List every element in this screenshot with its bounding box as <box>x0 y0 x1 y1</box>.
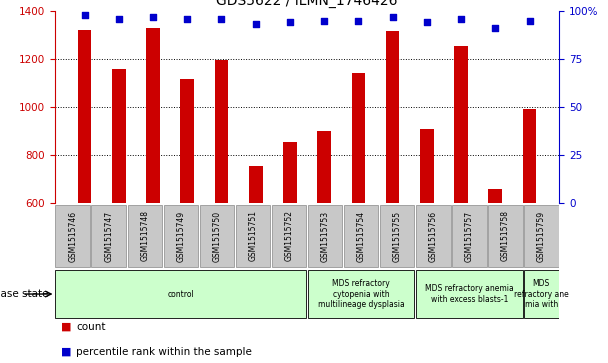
Bar <box>146 28 160 203</box>
FancyBboxPatch shape <box>164 205 198 267</box>
Text: GSM1515759: GSM1515759 <box>537 211 546 261</box>
Bar <box>112 69 126 203</box>
Point <box>148 14 158 20</box>
Bar <box>317 131 331 203</box>
Text: GSM1515747: GSM1515747 <box>105 211 113 261</box>
Point <box>491 25 500 31</box>
Point <box>114 16 123 21</box>
FancyBboxPatch shape <box>236 205 271 267</box>
Bar <box>454 46 468 203</box>
Text: percentile rank within the sample: percentile rank within the sample <box>76 347 252 357</box>
FancyBboxPatch shape <box>272 205 306 267</box>
Point <box>319 17 329 23</box>
FancyBboxPatch shape <box>524 205 559 267</box>
Point <box>182 16 192 21</box>
Text: GSM1515746: GSM1515746 <box>68 211 77 261</box>
FancyBboxPatch shape <box>524 270 559 318</box>
Point <box>285 20 295 25</box>
Point <box>216 16 226 21</box>
Text: MDS refractory anemia
with excess blasts-1: MDS refractory anemia with excess blasts… <box>425 284 514 304</box>
Point <box>388 14 398 20</box>
FancyBboxPatch shape <box>380 205 415 267</box>
Point <box>456 16 466 21</box>
Title: GDS5622 / ILMN_1746426: GDS5622 / ILMN_1746426 <box>216 0 398 8</box>
Text: GSM1515752: GSM1515752 <box>285 211 294 261</box>
FancyBboxPatch shape <box>55 270 306 318</box>
Text: MDS refractory
cytopenia with
multilineage dysplasia: MDS refractory cytopenia with multilinea… <box>318 279 404 309</box>
Bar <box>215 60 228 203</box>
Point <box>525 17 534 23</box>
FancyBboxPatch shape <box>416 270 523 318</box>
FancyBboxPatch shape <box>488 205 523 267</box>
Text: count: count <box>76 322 106 332</box>
FancyBboxPatch shape <box>344 205 378 267</box>
Point <box>353 17 363 23</box>
Point <box>80 12 89 18</box>
Point <box>251 21 261 27</box>
Point <box>422 20 432 25</box>
Bar <box>78 30 91 203</box>
FancyBboxPatch shape <box>91 205 126 267</box>
Text: GSM1515758: GSM1515758 <box>501 211 510 261</box>
Bar <box>181 79 194 203</box>
Bar <box>249 166 263 203</box>
FancyBboxPatch shape <box>416 205 451 267</box>
Text: MDS
refractory ane
mia with: MDS refractory ane mia with <box>514 279 568 309</box>
Bar <box>351 73 365 203</box>
Text: GSM1515751: GSM1515751 <box>249 211 257 261</box>
Text: GSM1515755: GSM1515755 <box>393 211 402 261</box>
FancyBboxPatch shape <box>55 205 90 267</box>
Text: ■: ■ <box>61 322 71 332</box>
Text: GSM1515756: GSM1515756 <box>429 211 438 261</box>
Bar <box>488 189 502 203</box>
Bar <box>283 142 297 203</box>
FancyBboxPatch shape <box>308 270 415 318</box>
Text: ■: ■ <box>61 347 71 357</box>
FancyBboxPatch shape <box>199 205 234 267</box>
Bar <box>386 31 399 203</box>
FancyBboxPatch shape <box>452 205 486 267</box>
Text: GSM1515749: GSM1515749 <box>176 211 185 261</box>
FancyBboxPatch shape <box>128 205 162 267</box>
Text: GSM1515757: GSM1515757 <box>465 211 474 261</box>
FancyBboxPatch shape <box>308 205 342 267</box>
Text: GSM1515753: GSM1515753 <box>320 211 330 261</box>
Bar <box>523 110 536 203</box>
Text: GSM1515750: GSM1515750 <box>212 211 221 261</box>
Text: GSM1515754: GSM1515754 <box>357 211 365 261</box>
Text: disease state: disease state <box>0 289 49 299</box>
Text: GSM1515748: GSM1515748 <box>140 211 150 261</box>
Bar <box>420 129 434 203</box>
Text: control: control <box>168 290 194 298</box>
